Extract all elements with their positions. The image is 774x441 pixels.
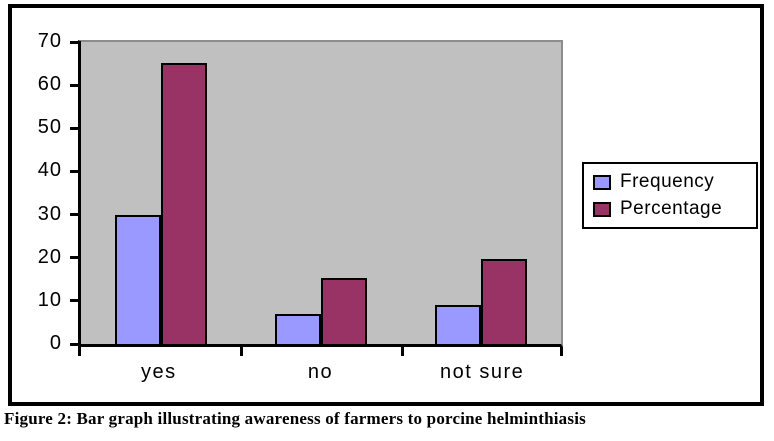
y-axis-tick-label: 70 [37, 30, 62, 52]
y-axis-tick-label: 20 [37, 245, 62, 268]
y-axis-tick [70, 213, 81, 217]
y-axis-tick [70, 83, 81, 87]
percentage-swatch-icon [593, 201, 611, 217]
bar-frequency-not-sure [435, 305, 481, 344]
y-axis-tick [70, 342, 81, 346]
bar-frequency-yes [115, 214, 161, 344]
x-axis-tick [240, 347, 243, 356]
y-axis-tick-label: 0 [49, 332, 62, 354]
figure-frame: Frequency Percentage 0 10 20 30 40 50 60 70 yes n… [8, 4, 764, 406]
figure-caption: Figure 2: Bar graph illustrating awarene… [4, 409, 586, 428]
bar-frequency-no [275, 313, 321, 344]
y-axis-tick [70, 40, 81, 44]
x-axis-tick [560, 347, 563, 356]
bar-percentage-not-sure [481, 259, 527, 344]
y-axis-tick [70, 256, 81, 260]
y-axis-tick [70, 299, 81, 303]
x-axis-tick-label: yes [141, 361, 177, 383]
x-axis-tick [78, 347, 81, 356]
legend-label-percentage: Percentage [620, 198, 723, 219]
x-axis-tick-label: no [307, 361, 334, 383]
y-axis-tick-label: 50 [37, 116, 62, 139]
frequency-swatch-icon [593, 174, 611, 190]
y-axis-tick-label: 60 [37, 73, 62, 96]
y-axis-tick-label: 10 [37, 288, 62, 311]
x-axis-tick-label: not sure [440, 361, 525, 383]
legend: Frequency Percentage [582, 162, 758, 229]
y-axis-tick-label: 40 [37, 159, 62, 182]
bar-percentage-yes [161, 62, 207, 344]
y-axis-tick [70, 169, 81, 173]
y-axis-tick [70, 126, 81, 130]
plot-area [78, 40, 563, 347]
legend-item-frequency: Frequency [593, 170, 752, 194]
bar-percentage-no [321, 278, 367, 344]
y-axis-tick-label: 30 [37, 202, 62, 225]
x-axis-tick [401, 347, 404, 356]
legend-label-frequency: Frequency [620, 171, 715, 192]
legend-item-percentage: Percentage [593, 197, 752, 221]
